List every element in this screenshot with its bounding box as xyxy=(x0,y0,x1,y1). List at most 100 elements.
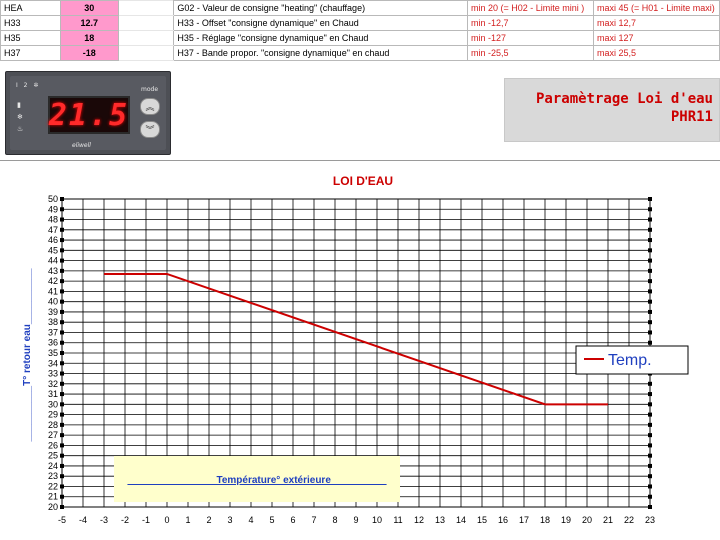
y-tick-label: 30 xyxy=(48,399,58,409)
y-tick-label: 28 xyxy=(48,420,58,430)
y-tick-label: 39 xyxy=(48,307,58,317)
y-tick-marker xyxy=(60,433,64,437)
x-tick-label: 15 xyxy=(477,515,487,525)
y-tick-marker xyxy=(60,228,64,232)
y-tick-marker-right xyxy=(648,248,652,252)
x-tick-label: 13 xyxy=(435,515,445,525)
y-tick-label: 34 xyxy=(48,358,58,368)
y-tick-label: 47 xyxy=(48,225,58,235)
y-tick-marker xyxy=(60,320,64,324)
y-tick-marker xyxy=(60,279,64,283)
param-value-cell[interactable]: 12.7 xyxy=(60,16,118,31)
y-tick-marker-right xyxy=(648,464,652,468)
y-tick-label: 41 xyxy=(48,286,58,296)
param-min-cell[interactable]: min -12,7 xyxy=(468,16,594,31)
empty-cell[interactable] xyxy=(118,46,174,61)
y-tick-label: 33 xyxy=(48,369,58,379)
x-tick-label: 3 xyxy=(227,515,232,525)
table-row: H37 -18 H37 - Bande propor. "consigne dyna… xyxy=(1,46,720,61)
x-tick-label: 19 xyxy=(561,515,571,525)
y-tick-marker xyxy=(60,392,64,396)
y-tick-marker-right xyxy=(648,392,652,396)
y-tick-marker xyxy=(60,330,64,334)
param-value-cell[interactable]: 18 xyxy=(60,31,118,46)
x-tick-label: 2 xyxy=(206,515,211,525)
y-tick-marker-right xyxy=(648,289,652,293)
y-tick-label: 25 xyxy=(48,451,58,461)
controller-display-value: 21.5 xyxy=(49,98,129,133)
param-value-cell[interactable]: 30 xyxy=(60,1,118,16)
empty-cell[interactable] xyxy=(118,31,174,46)
param-min-cell[interactable]: min -25,5 xyxy=(468,46,594,61)
y-tick-marker xyxy=(60,382,64,386)
x-tick-label: -1 xyxy=(142,515,150,525)
param-code-cell[interactable]: HEA xyxy=(1,1,61,16)
up-arrow-icon: ︽ xyxy=(140,98,160,115)
down-arrow-icon: ︾ xyxy=(140,121,160,138)
chart-panel: 20 21 22 23 24 25 26 27 28 29 30 31 32 33 34 35 36 37 38 39… xyxy=(0,160,720,540)
empty-cell[interactable] xyxy=(118,1,174,16)
y-tick-marker xyxy=(60,484,64,488)
y-tick-marker-right xyxy=(648,382,652,386)
controller-indicators: I 2 ✲ xyxy=(16,82,40,89)
param-value-cell[interactable]: -18 xyxy=(60,46,118,61)
y-tick-marker-right xyxy=(648,218,652,222)
param-max-cell[interactable]: maxi 12,7 xyxy=(593,16,719,31)
empty-cell[interactable] xyxy=(118,16,174,31)
y-tick-marker xyxy=(60,413,64,417)
x-tick-label: 18 xyxy=(540,515,550,525)
y-tick-marker xyxy=(60,443,64,447)
param-min-cell[interactable]: min -127 xyxy=(468,31,594,46)
y-tick-label: 42 xyxy=(48,276,58,286)
controller-brand: eliwell xyxy=(72,142,91,149)
y-tick-marker xyxy=(60,454,64,458)
y-tick-marker-right xyxy=(648,197,652,201)
title-box: Paramètrage Loi d'eau PHR11 xyxy=(504,78,720,142)
param-desc-cell[interactable]: H33 - Offset "consigne dynamique" en Cha… xyxy=(174,16,468,31)
param-code-cell[interactable]: H35 xyxy=(1,31,61,46)
controller-mode-label: mode xyxy=(141,86,158,93)
y-tick-marker xyxy=(60,341,64,345)
y-tick-label: 32 xyxy=(48,379,58,389)
y-tick-marker xyxy=(60,474,64,478)
y-tick-marker-right xyxy=(648,454,652,458)
controller-image: I 2 ✲ ▮ ❄ ♨ mode 21.5 ︽ ︾ eliwell xyxy=(5,71,171,155)
x-tick-label: 11 xyxy=(393,515,402,525)
y-tick-label: 22 xyxy=(48,481,58,491)
x-tick-label: 6 xyxy=(290,515,295,525)
y-tick-marker xyxy=(60,207,64,211)
param-code-cell[interactable]: H37 xyxy=(1,46,61,61)
param-max-cell[interactable]: maxi 25,5 xyxy=(593,46,719,61)
page-title-line2: PHR11 xyxy=(671,109,713,125)
y-tick-label: 35 xyxy=(48,348,58,358)
y-tick-label: 50 xyxy=(48,194,58,204)
y-tick-marker xyxy=(60,259,64,263)
param-max-cell[interactable]: maxi 45 (= H01 - Limite maxi) xyxy=(593,1,719,16)
param-min-cell[interactable]: min 20 (= H02 - Limite mini ) xyxy=(468,1,594,16)
x-axis-label: ________________Température° extérieure_… xyxy=(126,475,386,486)
water-law-chart: 2021222324252627282930313233343536373839… xyxy=(0,161,720,540)
y-tick-marker-right xyxy=(648,505,652,509)
param-desc-cell[interactable]: H35 - Réglage "consigne dynamique" en Ch… xyxy=(174,31,468,46)
table-row: HEA 30 G02 - Valeur de consigne "heating" … xyxy=(1,1,720,16)
param-desc-cell[interactable]: H37 - Bande propor. "consigne dynamique"… xyxy=(174,46,468,61)
param-code-cell[interactable]: H33 xyxy=(1,16,61,31)
param-desc-cell[interactable]: G02 - Valeur de consigne "heating" (chau… xyxy=(174,1,468,16)
y-tick-marker xyxy=(60,361,64,365)
y-tick-marker xyxy=(60,464,64,468)
x-tick-label: -4 xyxy=(79,515,87,525)
x-tick-label: -3 xyxy=(100,515,108,525)
y-tick-marker-right xyxy=(648,269,652,273)
y-tick-marker xyxy=(60,218,64,222)
y-tick-label: 29 xyxy=(48,410,58,420)
y-tick-marker xyxy=(60,423,64,427)
param-max-cell[interactable]: maxi 127 xyxy=(593,31,719,46)
y-tick-label: 48 xyxy=(48,215,58,225)
controller-panel: I 2 ✲ ▮ ❄ ♨ mode 21.5 ︽ ︾ eliwell xyxy=(10,76,166,150)
y-tick-label: 43 xyxy=(48,266,58,276)
y-tick-label: 40 xyxy=(48,297,58,307)
y-tick-marker xyxy=(60,300,64,304)
y-tick-marker-right xyxy=(648,279,652,283)
y-tick-marker-right xyxy=(648,423,652,427)
y-tick-marker xyxy=(60,310,64,314)
